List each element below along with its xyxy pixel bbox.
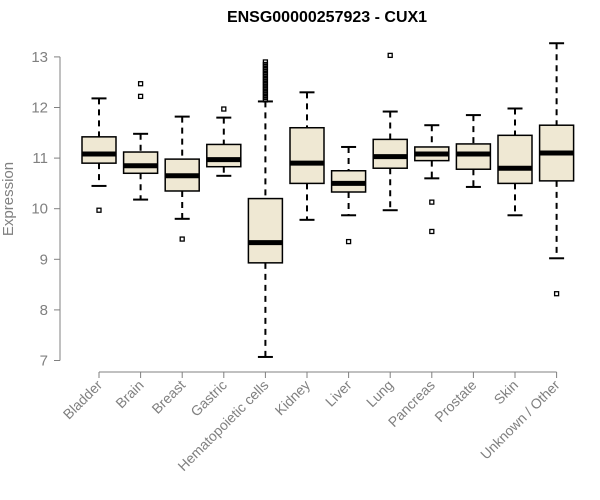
outlier-point xyxy=(179,236,185,242)
iqr-box xyxy=(206,143,242,168)
iqr-box xyxy=(497,134,533,185)
box-breast xyxy=(164,115,200,242)
y-tick-label: 7 xyxy=(40,353,48,370)
y-tick-label: 9 xyxy=(40,251,48,268)
box-prostate xyxy=(455,114,492,188)
outlier-point xyxy=(137,81,144,87)
outlier-point xyxy=(137,93,144,100)
y-axis: 7 8 9 10 11 12 13 xyxy=(31,49,61,370)
box-pancreas xyxy=(414,124,450,235)
iqr-box xyxy=(122,151,159,175)
iqr-box xyxy=(81,136,117,164)
iqr-box xyxy=(455,143,492,170)
y-tick-label: 8 xyxy=(40,302,48,319)
outlier-point xyxy=(429,199,435,205)
x-tick-label: Liver xyxy=(322,377,355,410)
box-gastric xyxy=(206,106,242,177)
iqr-box xyxy=(372,138,408,169)
box-kidney xyxy=(289,91,325,221)
x-tick-label: Breast xyxy=(148,377,188,417)
box-skin xyxy=(497,107,533,217)
box-lung xyxy=(372,52,408,212)
iqr-box xyxy=(289,126,325,185)
iqr-box xyxy=(247,197,284,264)
chart-title: ENSG00000257923 - CUX1 xyxy=(227,9,427,26)
outlier-point xyxy=(553,291,560,297)
x-tick-label: Prostate xyxy=(431,377,479,425)
y-tick-label: 11 xyxy=(32,150,48,167)
boxes-group xyxy=(81,42,575,358)
box-hematopoietic-cells xyxy=(247,59,284,358)
y-axis-label: Expression xyxy=(0,162,17,236)
outlier-point xyxy=(429,228,435,235)
y-tick-label: 13 xyxy=(31,49,48,66)
outlier-point xyxy=(262,59,269,65)
outlier-point xyxy=(221,106,227,112)
box-unknown-other xyxy=(538,42,575,297)
box-brain xyxy=(122,81,159,201)
outlier-point xyxy=(345,238,352,245)
x-tick-label: Kidney xyxy=(272,377,314,419)
x-tick-label: Skin xyxy=(491,377,522,408)
x-tick-label: Unknown / Other xyxy=(477,377,563,463)
x-tick-label: Lung xyxy=(363,377,396,410)
outlier-point xyxy=(387,52,393,59)
box-bladder xyxy=(81,97,117,213)
box-liver xyxy=(330,145,367,245)
x-tick-label: Brain xyxy=(112,377,146,411)
y-tick-label: 12 xyxy=(31,100,48,117)
outlier-point xyxy=(96,207,102,213)
x-tick-label: Bladder xyxy=(60,377,106,423)
y-tick-label: 10 xyxy=(31,201,48,218)
